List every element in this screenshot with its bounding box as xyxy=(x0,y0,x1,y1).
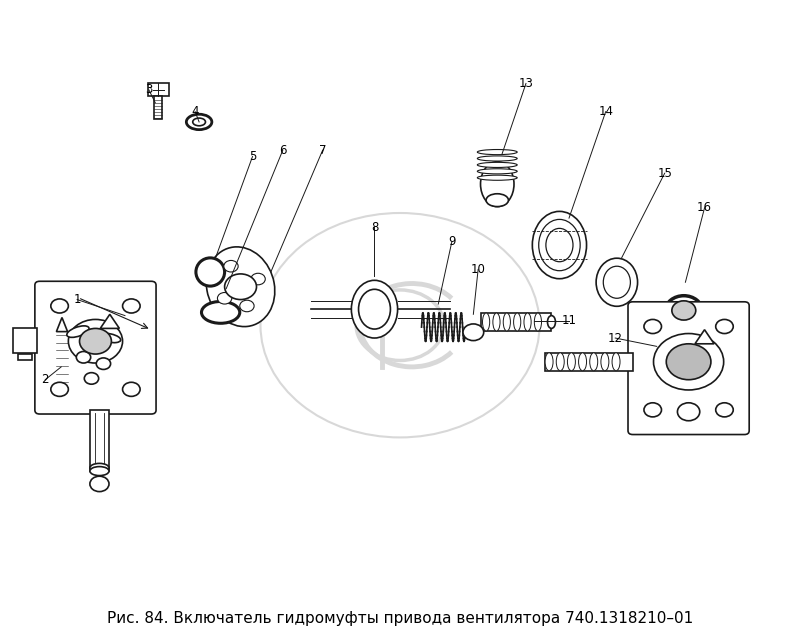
Ellipse shape xyxy=(478,162,517,167)
Ellipse shape xyxy=(672,301,696,320)
Circle shape xyxy=(68,319,122,363)
Bar xyxy=(18,354,33,361)
Circle shape xyxy=(76,352,90,363)
Ellipse shape xyxy=(90,464,109,472)
Ellipse shape xyxy=(546,229,573,261)
Text: 9: 9 xyxy=(448,235,455,249)
Circle shape xyxy=(644,319,662,334)
Text: 2: 2 xyxy=(42,374,49,386)
Circle shape xyxy=(96,358,110,370)
Ellipse shape xyxy=(482,313,490,331)
Ellipse shape xyxy=(196,258,225,286)
Circle shape xyxy=(218,292,232,304)
Text: 6: 6 xyxy=(279,144,286,156)
Bar xyxy=(545,353,633,371)
Ellipse shape xyxy=(534,313,542,331)
Text: 7: 7 xyxy=(319,144,326,156)
Circle shape xyxy=(240,300,254,312)
FancyBboxPatch shape xyxy=(628,302,749,435)
Text: 8: 8 xyxy=(371,221,378,234)
Text: 3: 3 xyxy=(145,83,153,97)
Ellipse shape xyxy=(481,162,514,207)
Ellipse shape xyxy=(524,313,531,331)
Ellipse shape xyxy=(99,334,121,343)
Circle shape xyxy=(654,334,724,390)
Ellipse shape xyxy=(478,149,517,155)
Ellipse shape xyxy=(90,467,109,475)
Ellipse shape xyxy=(351,280,398,338)
Ellipse shape xyxy=(206,247,275,327)
Ellipse shape xyxy=(478,156,517,161)
Text: 12: 12 xyxy=(608,332,622,345)
Text: 10: 10 xyxy=(470,263,486,276)
Circle shape xyxy=(716,319,734,334)
Ellipse shape xyxy=(532,211,586,279)
Ellipse shape xyxy=(478,169,517,174)
Bar xyxy=(154,97,162,119)
Ellipse shape xyxy=(567,353,575,371)
Ellipse shape xyxy=(486,194,509,207)
Ellipse shape xyxy=(601,353,609,371)
Circle shape xyxy=(225,274,257,299)
Ellipse shape xyxy=(596,258,638,307)
Bar xyxy=(482,313,551,331)
Circle shape xyxy=(51,383,68,396)
Ellipse shape xyxy=(67,326,89,337)
FancyBboxPatch shape xyxy=(35,281,156,414)
Ellipse shape xyxy=(556,353,564,371)
Ellipse shape xyxy=(514,313,521,331)
Ellipse shape xyxy=(478,175,517,180)
Ellipse shape xyxy=(186,114,212,129)
Ellipse shape xyxy=(612,353,620,371)
Ellipse shape xyxy=(603,266,630,298)
Circle shape xyxy=(666,344,711,380)
Text: 5: 5 xyxy=(249,150,256,163)
Ellipse shape xyxy=(503,313,510,331)
Circle shape xyxy=(51,299,68,313)
Ellipse shape xyxy=(666,296,702,325)
Ellipse shape xyxy=(578,353,586,371)
Circle shape xyxy=(122,299,140,313)
Circle shape xyxy=(716,402,734,417)
Polygon shape xyxy=(100,314,119,328)
Circle shape xyxy=(224,260,238,272)
Text: 13: 13 xyxy=(518,77,534,90)
Ellipse shape xyxy=(545,353,553,371)
Ellipse shape xyxy=(358,289,390,329)
Ellipse shape xyxy=(590,353,598,371)
Text: 16: 16 xyxy=(697,202,712,214)
Circle shape xyxy=(251,273,266,285)
Text: 1: 1 xyxy=(74,293,81,306)
Ellipse shape xyxy=(493,313,500,331)
Bar xyxy=(148,84,169,97)
Text: 14: 14 xyxy=(598,105,613,118)
Circle shape xyxy=(122,383,140,396)
Polygon shape xyxy=(695,330,714,344)
Circle shape xyxy=(90,476,109,491)
Circle shape xyxy=(678,402,700,421)
Ellipse shape xyxy=(193,118,206,126)
Circle shape xyxy=(79,328,111,354)
Circle shape xyxy=(644,402,662,417)
Text: 11: 11 xyxy=(562,314,577,327)
Ellipse shape xyxy=(547,316,555,328)
Bar xyxy=(14,328,38,353)
Bar xyxy=(90,410,109,471)
Ellipse shape xyxy=(538,220,580,270)
Ellipse shape xyxy=(202,301,240,323)
Circle shape xyxy=(84,373,98,384)
Text: 15: 15 xyxy=(658,167,672,180)
Text: 4: 4 xyxy=(191,105,199,118)
Polygon shape xyxy=(56,317,67,332)
Text: Рис. 84. Включатель гидромуфты привода вентилятора 740.1318210–01: Рис. 84. Включатель гидромуфты привода в… xyxy=(107,611,693,626)
Bar xyxy=(56,332,67,395)
Circle shape xyxy=(463,324,484,341)
